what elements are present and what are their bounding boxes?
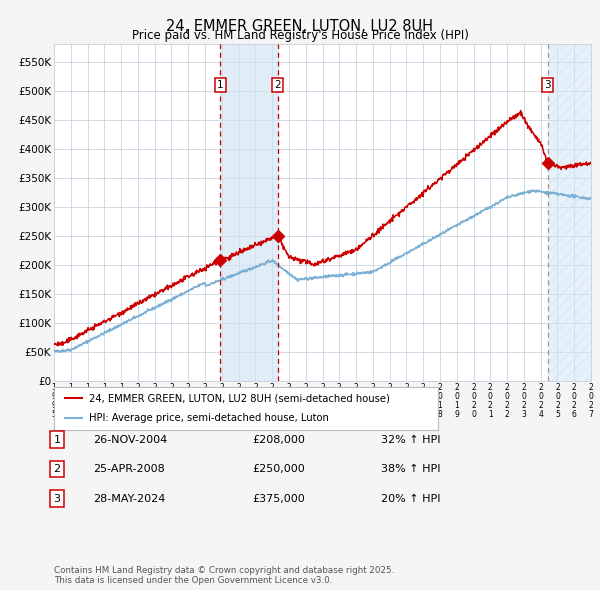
Text: 2: 2 bbox=[274, 80, 281, 90]
Text: 28-MAY-2024: 28-MAY-2024 bbox=[93, 494, 166, 503]
Text: 1: 1 bbox=[217, 80, 223, 90]
Text: 32% ↑ HPI: 32% ↑ HPI bbox=[381, 435, 440, 444]
Text: 20% ↑ HPI: 20% ↑ HPI bbox=[381, 494, 440, 503]
Text: £250,000: £250,000 bbox=[252, 464, 305, 474]
Text: 24, EMMER GREEN, LUTON, LU2 8UH (semi-detached house): 24, EMMER GREEN, LUTON, LU2 8UH (semi-de… bbox=[89, 393, 389, 403]
Text: 25-APR-2008: 25-APR-2008 bbox=[93, 464, 165, 474]
Text: HPI: Average price, semi-detached house, Luton: HPI: Average price, semi-detached house,… bbox=[89, 414, 328, 424]
Text: Contains HM Land Registry data © Crown copyright and database right 2025.
This d: Contains HM Land Registry data © Crown c… bbox=[54, 566, 394, 585]
Text: 24, EMMER GREEN, LUTON, LU2 8UH: 24, EMMER GREEN, LUTON, LU2 8UH bbox=[167, 19, 433, 34]
Text: £208,000: £208,000 bbox=[252, 435, 305, 444]
Bar bbox=[548, 44, 591, 381]
Text: 26-NOV-2004: 26-NOV-2004 bbox=[93, 435, 167, 444]
Text: 1: 1 bbox=[53, 435, 61, 444]
Text: 3: 3 bbox=[544, 80, 551, 90]
Text: 38% ↑ HPI: 38% ↑ HPI bbox=[381, 464, 440, 474]
Text: 2: 2 bbox=[53, 464, 61, 474]
Text: Price paid vs. HM Land Registry's House Price Index (HPI): Price paid vs. HM Land Registry's House … bbox=[131, 30, 469, 42]
Text: £375,000: £375,000 bbox=[252, 494, 305, 503]
Bar bbox=[220, 44, 278, 381]
Text: 3: 3 bbox=[53, 494, 61, 503]
